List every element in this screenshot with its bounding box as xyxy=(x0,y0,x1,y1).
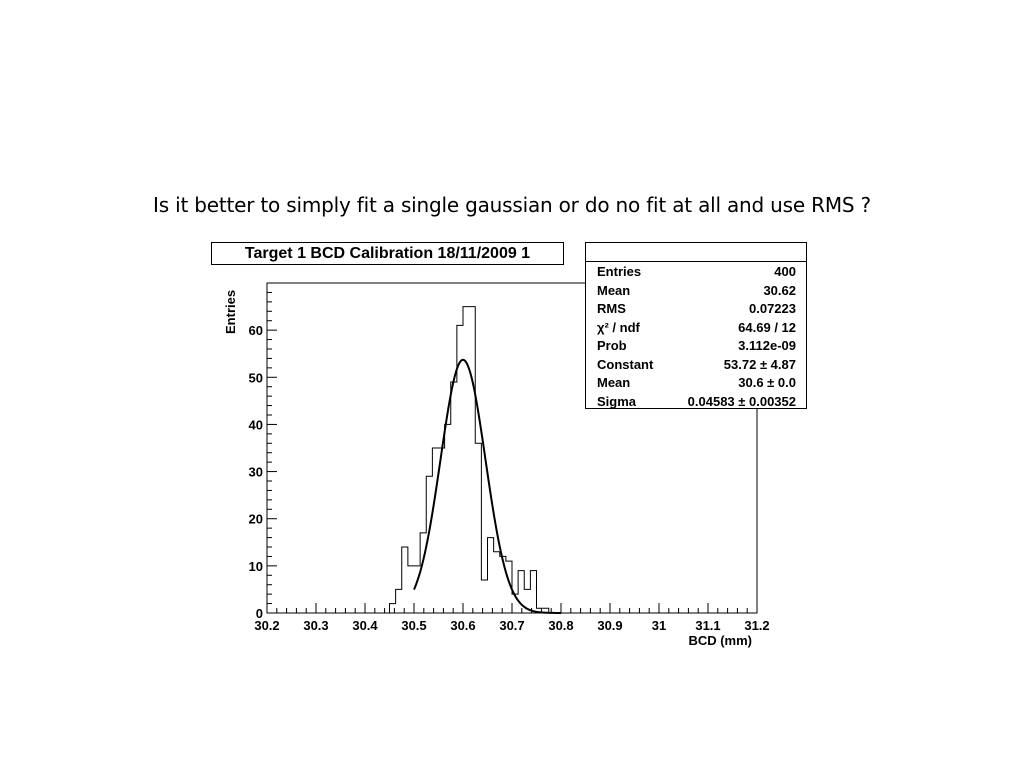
stats-box-header xyxy=(586,243,806,262)
x-tick-label: 30.6 xyxy=(450,618,475,633)
y-tick-label: 60 xyxy=(249,323,263,338)
x-tick-label: 30.2 xyxy=(254,618,279,633)
x-tick-label: 31.2 xyxy=(744,618,769,633)
y-axis-ticks: 0 10 20 30 40 50 60 xyxy=(249,282,277,621)
slide-heading: Is it better to simply fit a single gaus… xyxy=(153,193,871,217)
stats-value: 30.6 ± 0.0 xyxy=(738,375,796,390)
y-tick-label: 30 xyxy=(249,465,263,480)
y-tick-label: 50 xyxy=(249,370,263,385)
stats-row: Mean 30.6 ± 0.0 xyxy=(586,375,808,393)
stats-row: Constant 53.72 ± 4.87 xyxy=(586,357,808,375)
y-tick-label: 0 xyxy=(256,606,263,621)
x-tick-label: 30.4 xyxy=(352,618,378,633)
x-tick-label: 31 xyxy=(652,618,666,633)
stats-label: Entries xyxy=(597,264,642,279)
y-tick-label: 20 xyxy=(249,512,263,527)
stats-value: 400 xyxy=(774,264,796,279)
stats-label: Mean xyxy=(597,282,631,298)
stats-box: Entries 400 Mean 30.62 RMS 0.07223 χ² / ndf 64.… xyxy=(585,242,807,409)
stats-label: Mean xyxy=(597,375,631,390)
stats-label: RMS xyxy=(597,301,626,316)
stats-label: Sigma xyxy=(597,393,637,409)
y-axis-label: Entries xyxy=(223,290,238,334)
stats-row: Mean 30.62 xyxy=(586,283,808,301)
y-tick-label: 10 xyxy=(249,559,263,574)
stats-value: 0.04583 ± 0.00352 xyxy=(687,393,796,409)
stats-value: 0.07223 xyxy=(749,301,796,316)
x-tick-label: 31.1 xyxy=(695,618,720,633)
stats-value: 30.62 xyxy=(763,282,796,298)
histogram-title: Target 1 BCD Calibration 18/11/2009 1 xyxy=(211,242,564,265)
stats-row: Entries 400 xyxy=(586,264,808,282)
stats-row: Prob 3.112e-09 xyxy=(586,338,808,356)
stats-value: 3.112e-09 xyxy=(738,338,796,353)
stats-row: RMS 0.07223 xyxy=(586,301,808,319)
x-tick-label: 30.3 xyxy=(303,618,328,633)
x-tick-label: 30.7 xyxy=(499,618,524,633)
gaussian-fit-curve xyxy=(413,358,561,614)
stats-value: 53.72 ± 4.87 xyxy=(723,356,796,372)
histogram-outline xyxy=(267,306,757,614)
y-tick-label: 40 xyxy=(249,417,263,432)
stats-label: χ² / ndf xyxy=(597,319,640,335)
stats-row: χ² / ndf 64.69 / 12 xyxy=(586,320,808,338)
stats-label: Constant xyxy=(597,356,654,372)
stats-value: 64.69 / 12 xyxy=(738,319,796,335)
x-tick-label: 30.8 xyxy=(548,618,573,633)
x-tick-label: 30.9 xyxy=(597,618,622,633)
x-axis-label: BCD (mm) xyxy=(688,633,752,648)
x-axis-ticks: 30.2 30.3 30.4 30.5 30.6 30.7 30.8 30.9 31 31.1 31… xyxy=(254,603,770,633)
stats-row: Sigma 0.04583 ± 0.00352 xyxy=(586,394,808,412)
stats-label: Prob xyxy=(597,338,627,353)
x-tick-label: 30.5 xyxy=(401,618,426,633)
